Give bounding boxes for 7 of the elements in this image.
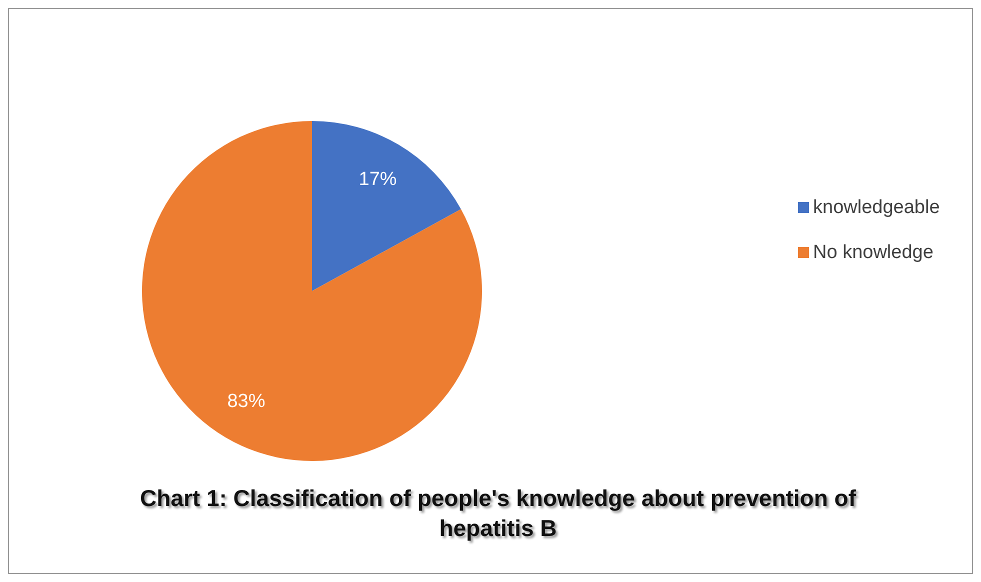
data-label: 17% — [358, 168, 397, 190]
pie-slice — [142, 121, 482, 461]
pie-slice — [312, 121, 461, 291]
legend-label: No knowledge — [813, 242, 934, 264]
data-label: 83% — [227, 391, 266, 412]
legend-label: knowledgeable — [813, 197, 940, 218]
text: Chart 1: Classification of people's knowledge about prevention of hepatitis B — [140, 485, 856, 541]
